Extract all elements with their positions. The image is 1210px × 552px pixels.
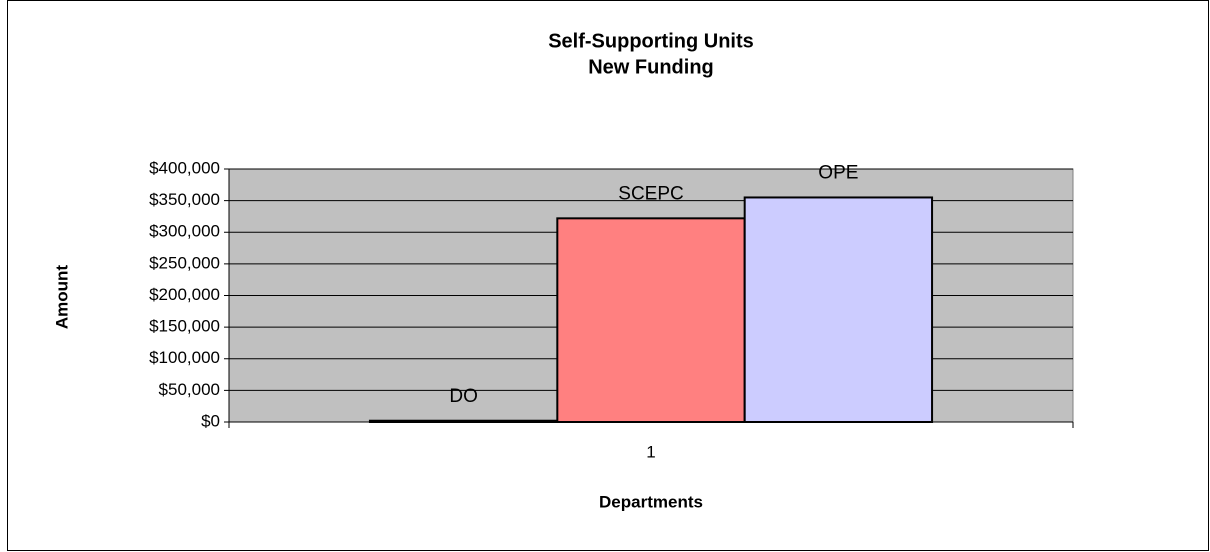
y-tick-label: $400,000 xyxy=(149,158,220,177)
x-axis-title: Departments xyxy=(599,492,703,511)
y-tick-label: $350,000 xyxy=(149,190,220,209)
chart-subtitle: New Funding xyxy=(588,56,714,78)
y-tick-label: $300,000 xyxy=(149,222,220,241)
bar xyxy=(556,217,746,423)
bar xyxy=(743,196,934,423)
y-tick-label: $200,000 xyxy=(149,285,220,304)
y-tick-label: $250,000 xyxy=(149,253,220,272)
chart-title: Self-Supporting Units xyxy=(548,30,754,52)
data-label: DO xyxy=(449,386,478,407)
data-label: SCEPC xyxy=(618,183,683,204)
y-axis-title: Amount xyxy=(52,265,71,330)
y-tick-label: $100,000 xyxy=(149,348,220,367)
y-tick-label: $0 xyxy=(201,411,220,430)
data-label: OPE xyxy=(818,162,858,183)
bar xyxy=(368,419,559,423)
y-tick-label: $50,000 xyxy=(159,380,220,399)
y-tick-label: $150,000 xyxy=(149,317,220,336)
x-tick-label: 1 xyxy=(646,442,655,461)
